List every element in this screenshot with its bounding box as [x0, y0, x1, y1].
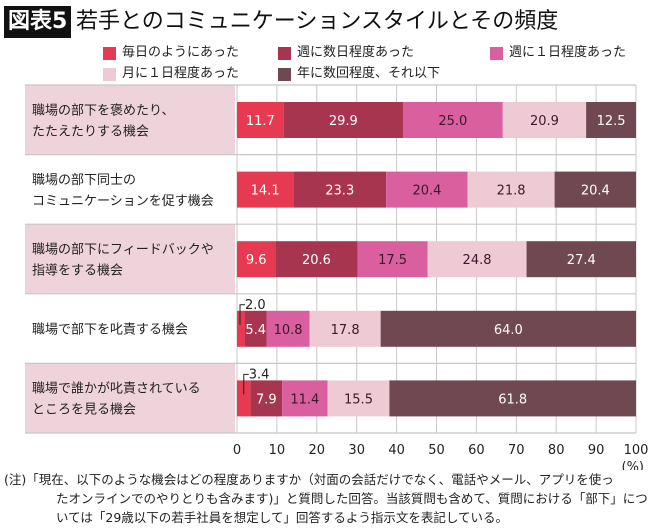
- legend-label: 年に数回程度、それ以下: [297, 66, 441, 81]
- data-label: 64.0: [494, 323, 523, 338]
- footnote: (注)「現在、以下のような機会はどの程度ありますか（対面の会話だけでなく、電話や…: [4, 470, 666, 527]
- data-label: 2.0: [245, 298, 266, 313]
- legend-swatch: [103, 67, 116, 81]
- x-tick-label: 30: [348, 443, 365, 458]
- data-label: 20.9: [530, 114, 559, 129]
- bar-segment: [244, 310, 267, 347]
- x-tick-label: 0: [233, 443, 241, 458]
- bar-segment: [293, 171, 387, 208]
- legend-item: 年に数回程度、それ以下: [278, 66, 440, 82]
- footnote-line: たオンラインでのやりとりも含みます)」と質問した回答。当該質問も含めて、質問にお…: [56, 491, 648, 506]
- data-label: 20.6: [302, 253, 331, 268]
- footnote-line: (注)「現在、以下のような機会はどの程度ありますか（対面の会話だけでなく、電話や…: [4, 472, 614, 487]
- bar-segment: [386, 171, 468, 208]
- legend-swatch: [490, 46, 503, 60]
- x-tick-label: 80: [548, 443, 565, 458]
- bar-segment: [554, 171, 636, 208]
- category-label: 職場で誰かが叱責されている: [32, 381, 201, 397]
- data-label: 20.4: [412, 184, 441, 199]
- data-label: 7.9: [256, 392, 277, 407]
- data-label: 10.8: [274, 323, 303, 338]
- bar-segment: [309, 310, 381, 347]
- bar-segment: [427, 241, 527, 278]
- category-label: たたえたりする機会: [32, 124, 149, 139]
- data-label: 14.1: [251, 184, 280, 199]
- x-tick-label: 100: [624, 443, 649, 458]
- legend-label: 毎日のようにあった: [122, 45, 240, 60]
- x-tick-label: 60: [468, 443, 485, 458]
- x-tick-label: 50: [428, 443, 445, 458]
- category-label: 職場の部下を褒めたり、: [32, 103, 174, 118]
- data-label: 21.8: [497, 184, 526, 199]
- legend-label: 週に１日程度あった: [509, 45, 627, 60]
- bar-segment: [586, 102, 636, 138]
- bar-segment: [237, 171, 294, 208]
- category-label: 指導をする機会: [32, 264, 123, 279]
- category-label: コミュニケーションを促す機会: [32, 194, 214, 209]
- category-label-bg: [25, 224, 235, 294]
- bar-segment: [327, 380, 390, 417]
- chart-title: 若手とのコミュニケーションスタイルとその頻度: [76, 9, 559, 34]
- legend-swatch: [278, 67, 291, 81]
- data-label: 25.0: [438, 114, 467, 129]
- x-tick-label: 40: [388, 443, 405, 458]
- bar-segment: [402, 102, 503, 138]
- bar-segment: [237, 241, 276, 278]
- data-label: 61.8: [498, 392, 527, 407]
- legend-swatch: [103, 46, 116, 60]
- data-label: 20.4: [581, 184, 610, 199]
- data-label: 3.4: [249, 367, 270, 382]
- bar-segment: [282, 380, 328, 417]
- bar-segment: [357, 241, 428, 278]
- category-label-bg: [25, 363, 235, 433]
- x-tick-label: 20: [309, 443, 326, 458]
- data-label: 17.5: [378, 253, 407, 268]
- category-label: 職場で部下を叱責する機会: [32, 323, 188, 338]
- x-unit-label: (%): [622, 460, 645, 470]
- data-label: 15.5: [344, 392, 373, 407]
- callout-line: [243, 373, 249, 395]
- data-label: 29.9: [329, 114, 358, 129]
- data-label: 5.4: [245, 323, 266, 338]
- data-label: 27.4: [567, 253, 596, 268]
- legend-label: 週に数日程度あった: [297, 45, 415, 60]
- category-label: 職場の部下同士の: [32, 173, 136, 188]
- bar-segment: [283, 102, 403, 138]
- data-label: 11.7: [246, 114, 275, 129]
- bar-segment: [380, 310, 636, 347]
- bar-segment: [526, 241, 636, 278]
- legend-item: 週に数日程度あった: [278, 45, 414, 61]
- data-label: 17.8: [331, 323, 360, 338]
- callout-line: [239, 304, 245, 325]
- figure-badge: 図表5: [4, 6, 72, 38]
- legend-item: 毎日のようにあった: [103, 45, 239, 61]
- data-label: 11.4: [290, 392, 319, 407]
- category-label-bg: [25, 85, 235, 155]
- footnote-line: いては「29歳以下の若手社員を想定して」回答するよう指示文を表記している。: [56, 510, 509, 525]
- x-tick-label: 70: [508, 443, 525, 458]
- bar-segment: [467, 171, 555, 208]
- data-label: 12.5: [597, 114, 626, 129]
- bar-segment: [275, 241, 358, 278]
- x-tick-label: 10: [269, 443, 286, 458]
- legend-swatch: [278, 46, 291, 60]
- bar-segment: [389, 380, 636, 417]
- bar-segment: [237, 380, 251, 417]
- bar-segment: [250, 380, 283, 417]
- data-label: 9.6: [246, 253, 267, 268]
- bar-segment: [266, 310, 310, 347]
- x-tick-label: 90: [588, 443, 605, 458]
- chart-plot: 0 10 20 30 40 50 60 70 80 90 100 (%) 職場の部下を褒めたり、たたえた…: [25, 84, 649, 470]
- legend-item: 週に１日程度あった: [490, 45, 626, 61]
- category-label: ところを見る機会: [32, 403, 136, 418]
- data-label: 23.3: [325, 184, 354, 199]
- bar-segment: [502, 102, 587, 138]
- legend-label: 月に１日程度あった: [122, 66, 240, 81]
- legend-item: 月に１日程度あった: [103, 66, 239, 82]
- bar-segment: [237, 310, 245, 347]
- data-label: 24.8: [463, 253, 492, 268]
- bar-segment: [237, 102, 284, 138]
- category-label: 職場の部下にフィードバックや: [32, 243, 214, 258]
